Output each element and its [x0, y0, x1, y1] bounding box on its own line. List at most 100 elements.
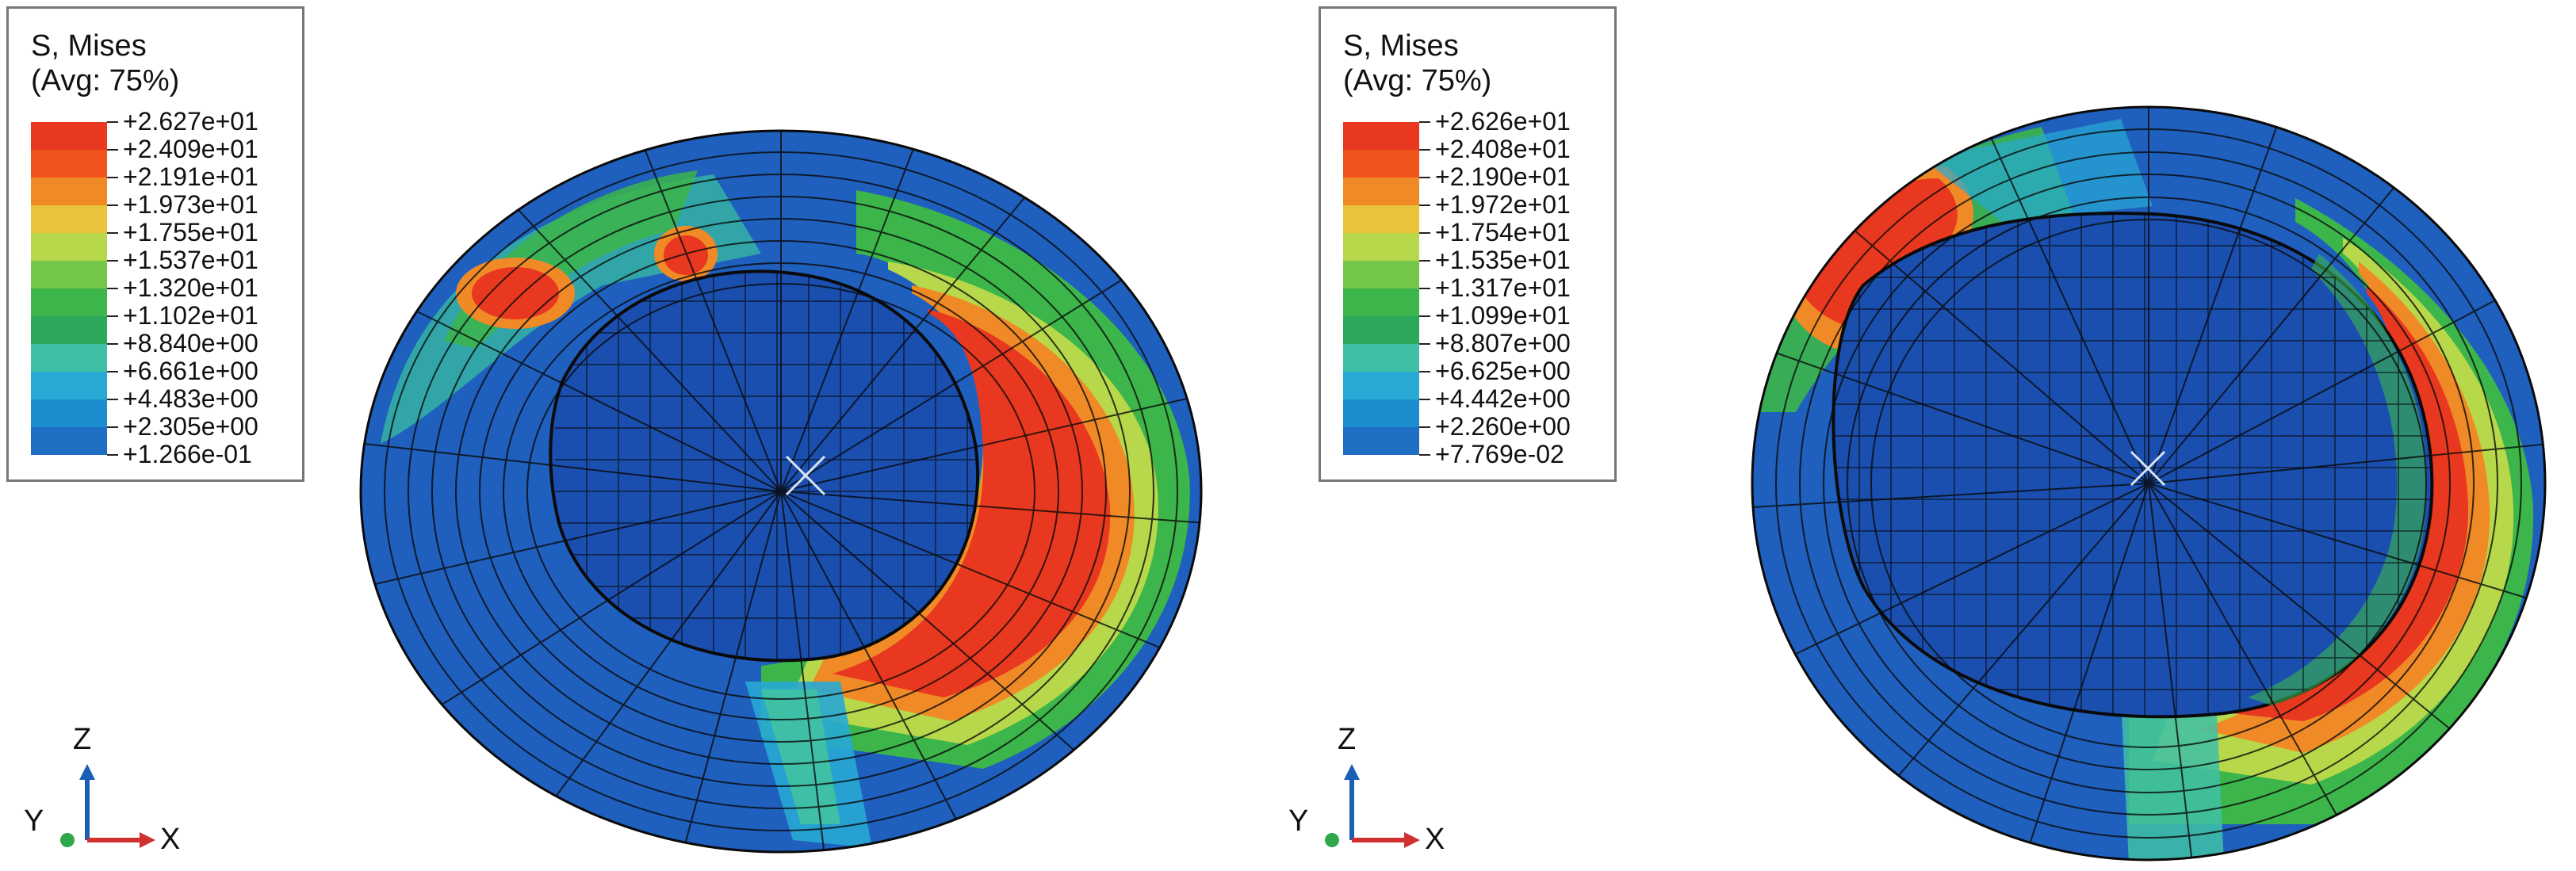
axis-triad: Z Y X	[24, 723, 206, 864]
legend-row: +2.409e+01	[31, 135, 300, 178]
legend-row: +6.661e+00	[31, 357, 300, 399]
legend-row: +1.755e+01	[31, 218, 300, 261]
legend-swatch	[31, 261, 107, 288]
axis-label-z: Z	[1338, 723, 1357, 756]
legend-value: +6.625e+00	[1435, 357, 1571, 385]
legend-row: +2.260e+00	[1343, 412, 1613, 455]
legend-value: +1.972e+01	[1435, 190, 1571, 219]
legend-row: +1.535e+01	[1343, 246, 1613, 288]
axis-triad-icon	[60, 764, 155, 848]
axis-label-x: X	[1425, 823, 1445, 856]
legend-row: +2.190e+01	[1343, 162, 1613, 205]
legend-row: +2.408e+01	[1343, 135, 1613, 178]
legend-swatch	[1343, 399, 1419, 427]
legend-tick	[107, 149, 118, 151]
legend-tick	[107, 371, 118, 372]
legend-value: +4.442e+00	[1435, 384, 1571, 413]
legend-tick	[1419, 177, 1430, 178]
legend-tick	[1419, 399, 1430, 400]
legend-value: +6.661e+00	[123, 357, 258, 385]
legend-row: +1.320e+01	[31, 273, 300, 316]
legend-tick	[107, 177, 118, 178]
legend-row: +2.627e+01	[31, 107, 300, 150]
legend-tick	[1419, 149, 1430, 151]
left-stress-panel: S, Mises (Avg: 75%) +2.627e+01 +2.409e+0…	[6, 6, 1203, 864]
legend-value: +2.260e+00	[1435, 412, 1571, 441]
legend-tick	[107, 399, 118, 400]
legend-tick	[107, 343, 118, 345]
right-stress-contour-mesh	[1751, 105, 2547, 861]
legend-tick	[107, 204, 118, 206]
legend-swatch	[31, 372, 107, 399]
legend-value: +2.190e+01	[1435, 162, 1571, 191]
legend-tick	[1419, 454, 1430, 456]
legend-swatch	[31, 288, 107, 316]
mises-legend: S, Mises (Avg: 75%) +2.627e+01 +2.409e+0…	[6, 6, 304, 482]
legend-row-last: +1.266e-01	[31, 440, 300, 483]
legend-tick	[107, 260, 118, 262]
legend-swatch	[1343, 288, 1419, 316]
legend-tick	[107, 426, 118, 428]
legend-row: +8.807e+00	[1343, 329, 1613, 372]
center-dome	[549, 269, 980, 663]
legend-row: +6.625e+00	[1343, 357, 1613, 399]
legend-swatch	[1343, 344, 1419, 372]
axis-triad-icon	[1325, 764, 1420, 848]
legend-tick	[107, 454, 118, 456]
legend-row-last: +7.769e-02	[1343, 440, 1613, 483]
legend-tick	[107, 288, 118, 289]
legend-row: +1.972e+01	[1343, 190, 1613, 233]
legend-tick	[1419, 204, 1430, 206]
legend-value: +1.973e+01	[123, 190, 258, 219]
legend-tick	[1419, 121, 1430, 123]
legend-value: +1.754e+01	[1435, 218, 1571, 246]
legend-swatch	[1343, 233, 1419, 261]
legend-tick	[1419, 315, 1430, 317]
mesh-grid	[364, 131, 1201, 852]
legend-row: +8.840e+00	[31, 329, 300, 372]
legend-swatch	[31, 399, 107, 427]
legend-averaging: (Avg: 75%)	[1343, 64, 1492, 97]
legend-value: +1.535e+01	[1435, 246, 1571, 274]
legend-swatch	[31, 233, 107, 261]
legend-value: +2.409e+01	[123, 135, 258, 163]
axis-label-y: Y	[1288, 804, 1309, 838]
legend-swatch	[1343, 205, 1419, 233]
legend-value: +7.769e-02	[1435, 440, 1564, 468]
legend-swatch	[31, 427, 107, 455]
legend-row: +1.102e+01	[31, 301, 300, 344]
left-stress-contour-mesh	[359, 129, 1203, 854]
legend-value: +2.305e+00	[123, 412, 258, 441]
legend-swatch	[31, 344, 107, 372]
legend-title: S, Mises	[1343, 29, 1459, 63]
legend-tick	[1419, 288, 1430, 289]
right-stress-panel: S, Mises (Avg: 75%) +2.626e+01 +2.408e+0…	[1288, 0, 2576, 871]
axis-label-z: Z	[73, 723, 92, 756]
legend-swatch	[1343, 316, 1419, 344]
legend-tick	[1419, 371, 1430, 372]
legend-row: +2.626e+01	[1343, 107, 1613, 150]
legend-row: +4.483e+00	[31, 384, 300, 427]
mesh-grid	[1752, 107, 2545, 860]
legend-swatch	[31, 205, 107, 233]
legend-swatch	[31, 150, 107, 178]
legend-tick	[1419, 232, 1430, 234]
center-marker-icon	[785, 455, 826, 496]
legend-tick	[1419, 343, 1430, 345]
center-marker-icon	[2130, 450, 2166, 487]
legend-row: +4.442e+00	[1343, 384, 1613, 427]
legend-row: +1.973e+01	[31, 190, 300, 233]
legend-swatch	[1343, 372, 1419, 399]
legend-row: +1.754e+01	[1343, 218, 1613, 261]
legend-row: +2.305e+00	[31, 412, 300, 455]
legend-value: +8.840e+00	[123, 329, 258, 357]
mises-legend: S, Mises (Avg: 75%) +2.626e+01 +2.408e+0…	[1319, 6, 1617, 482]
center-dome	[1832, 212, 2434, 719]
legend-swatch	[1343, 122, 1419, 150]
legend-value: +1.320e+01	[123, 273, 258, 302]
legend-averaging: (Avg: 75%)	[31, 64, 180, 97]
legend-row: +1.317e+01	[1343, 273, 1613, 316]
legend-tick	[1419, 260, 1430, 262]
legend-value: +2.626e+01	[1435, 107, 1571, 136]
legend-swatch	[31, 178, 107, 205]
